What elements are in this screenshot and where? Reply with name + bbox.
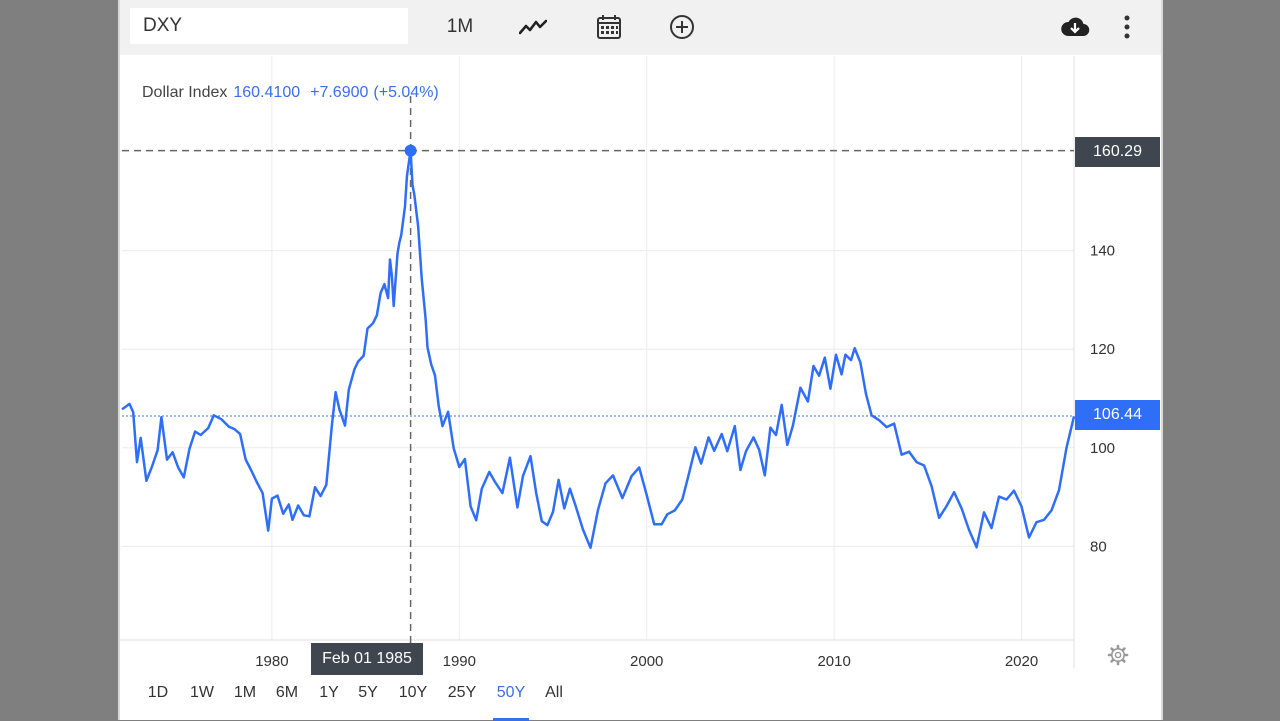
add-indicator-button[interactable] bbox=[665, 10, 699, 44]
download-button[interactable] bbox=[1058, 10, 1092, 44]
range-button-1w[interactable]: 1W bbox=[190, 684, 214, 701]
chart-widget: 1M bbox=[118, 0, 1165, 721]
calendar-icon bbox=[597, 15, 621, 39]
range-button-6m[interactable]: 6M bbox=[275, 684, 299, 701]
y-tick-label: 120 bbox=[1090, 341, 1115, 358]
range-button-50y[interactable]: 50Y bbox=[493, 682, 529, 721]
x-tick-label: 1990 bbox=[443, 653, 476, 670]
x-tick-label: 2020 bbox=[1005, 653, 1038, 670]
legend-series-name: Dollar Index bbox=[142, 84, 228, 101]
gear-icon bbox=[1107, 644, 1129, 666]
legend-change: +7.6900 bbox=[310, 84, 369, 101]
range-button-10y[interactable]: 10Y bbox=[398, 684, 428, 701]
range-button-1m[interactable]: 1M bbox=[233, 684, 257, 701]
plus-circle-icon bbox=[670, 15, 694, 39]
range-button-25y[interactable]: 25Y bbox=[447, 684, 477, 701]
range-selector: 1D 1W 1M 6M 1Y 5Y 10Y 25Y 50Y All bbox=[120, 672, 1161, 721]
x-tick-label: 2000 bbox=[630, 653, 663, 670]
chart-settings-button[interactable] bbox=[1107, 644, 1129, 666]
y-tick-label: 80 bbox=[1090, 538, 1107, 555]
range-button-all[interactable]: All bbox=[545, 684, 563, 701]
symbol-input[interactable] bbox=[130, 8, 408, 44]
calendar-button[interactable] bbox=[593, 10, 625, 44]
x-tick-label: 2010 bbox=[817, 653, 850, 670]
legend-change-percent: (+5.04%) bbox=[373, 84, 439, 101]
chart-toolbar: 1M bbox=[120, 0, 1161, 55]
legend-value: 160.4100 bbox=[233, 84, 301, 101]
crosshair-date-label: Feb 01 1985 bbox=[311, 643, 423, 675]
last-price-label: 106.44 bbox=[1075, 400, 1160, 430]
range-button-5y[interactable]: 5Y bbox=[358, 684, 378, 701]
series-legend: Dollar Index 160.4100 +7.6900 (+5.04%) bbox=[142, 84, 439, 102]
more-options-button[interactable] bbox=[1113, 10, 1141, 44]
y-tick-label: 140 bbox=[1090, 243, 1115, 260]
x-tick-label: 1980 bbox=[255, 653, 288, 670]
dollar-index-series-line bbox=[121, 148, 1076, 550]
chart-type-button[interactable] bbox=[516, 10, 550, 44]
more-vertical-icon bbox=[1124, 15, 1130, 39]
cloud-download-icon bbox=[1061, 17, 1090, 37]
crosshair-price-label: 160.29 bbox=[1075, 137, 1160, 167]
interval-button[interactable]: 1M bbox=[446, 16, 474, 37]
line-chart-icon bbox=[519, 19, 547, 35]
y-tick-label: 100 bbox=[1090, 440, 1115, 457]
range-button-1d[interactable]: 1D bbox=[147, 684, 169, 701]
crosshair-point bbox=[404, 144, 417, 157]
range-button-1y[interactable]: 1Y bbox=[319, 684, 339, 701]
price-chart[interactable]: 80 100 120 140 1980 1990 2000 2010 2020 bbox=[120, 0, 1165, 720]
